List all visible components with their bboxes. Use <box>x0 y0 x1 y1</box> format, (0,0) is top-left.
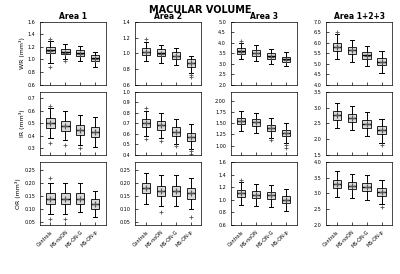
PathPatch shape <box>252 191 260 198</box>
Title: Area 3: Area 3 <box>250 12 278 21</box>
PathPatch shape <box>187 188 195 199</box>
PathPatch shape <box>172 52 180 59</box>
PathPatch shape <box>362 120 371 128</box>
PathPatch shape <box>157 185 165 196</box>
PathPatch shape <box>46 118 54 128</box>
Text: MACULAR VOLUME: MACULAR VOLUME <box>149 5 251 15</box>
PathPatch shape <box>76 193 84 204</box>
Title: Area 1: Area 1 <box>59 12 87 21</box>
PathPatch shape <box>91 199 100 209</box>
PathPatch shape <box>157 49 165 56</box>
PathPatch shape <box>332 43 341 51</box>
PathPatch shape <box>76 50 84 56</box>
PathPatch shape <box>46 47 54 53</box>
Title: Area 2: Area 2 <box>154 12 182 21</box>
PathPatch shape <box>91 127 100 137</box>
PathPatch shape <box>267 125 275 131</box>
PathPatch shape <box>237 48 245 54</box>
PathPatch shape <box>187 133 195 141</box>
Y-axis label: OR (mm³): OR (mm³) <box>16 178 22 209</box>
PathPatch shape <box>61 49 70 55</box>
PathPatch shape <box>187 59 195 67</box>
PathPatch shape <box>237 118 245 124</box>
PathPatch shape <box>348 182 356 189</box>
PathPatch shape <box>252 119 260 125</box>
PathPatch shape <box>348 114 356 122</box>
PathPatch shape <box>252 50 260 56</box>
PathPatch shape <box>348 47 356 54</box>
PathPatch shape <box>91 55 100 61</box>
PathPatch shape <box>362 183 371 191</box>
PathPatch shape <box>332 180 341 188</box>
PathPatch shape <box>142 48 150 55</box>
PathPatch shape <box>362 52 371 59</box>
PathPatch shape <box>237 190 245 197</box>
PathPatch shape <box>282 196 290 203</box>
PathPatch shape <box>61 193 70 204</box>
PathPatch shape <box>172 127 180 136</box>
PathPatch shape <box>267 53 275 59</box>
PathPatch shape <box>282 57 290 62</box>
PathPatch shape <box>267 192 275 199</box>
Title: Area 1+2+3: Area 1+2+3 <box>334 12 385 21</box>
PathPatch shape <box>378 126 386 134</box>
PathPatch shape <box>142 183 150 193</box>
PathPatch shape <box>61 121 70 131</box>
PathPatch shape <box>378 188 386 196</box>
PathPatch shape <box>332 112 341 119</box>
PathPatch shape <box>76 125 84 135</box>
PathPatch shape <box>157 121 165 130</box>
PathPatch shape <box>142 119 150 127</box>
PathPatch shape <box>172 185 180 196</box>
Y-axis label: IR (mm³): IR (mm³) <box>19 110 25 137</box>
PathPatch shape <box>282 130 290 136</box>
PathPatch shape <box>378 58 386 65</box>
PathPatch shape <box>46 193 54 204</box>
Y-axis label: WR (mm³): WR (mm³) <box>19 37 25 69</box>
